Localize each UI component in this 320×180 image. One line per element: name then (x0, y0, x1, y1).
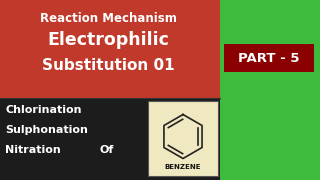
Text: Sulphonation: Sulphonation (5, 125, 88, 135)
Text: Reaction Mechanism: Reaction Mechanism (40, 12, 176, 24)
Text: Electrophilic: Electrophilic (47, 31, 169, 49)
FancyBboxPatch shape (0, 98, 220, 180)
Text: Nitration: Nitration (5, 145, 61, 155)
Text: Substitution 01: Substitution 01 (42, 58, 174, 73)
Text: PART - 5: PART - 5 (238, 51, 300, 64)
Text: Chlorination: Chlorination (5, 105, 82, 115)
FancyBboxPatch shape (220, 0, 320, 180)
FancyBboxPatch shape (224, 44, 314, 72)
Text: BENZENE: BENZENE (165, 164, 201, 170)
Text: Of: Of (100, 145, 114, 155)
FancyBboxPatch shape (148, 101, 218, 176)
